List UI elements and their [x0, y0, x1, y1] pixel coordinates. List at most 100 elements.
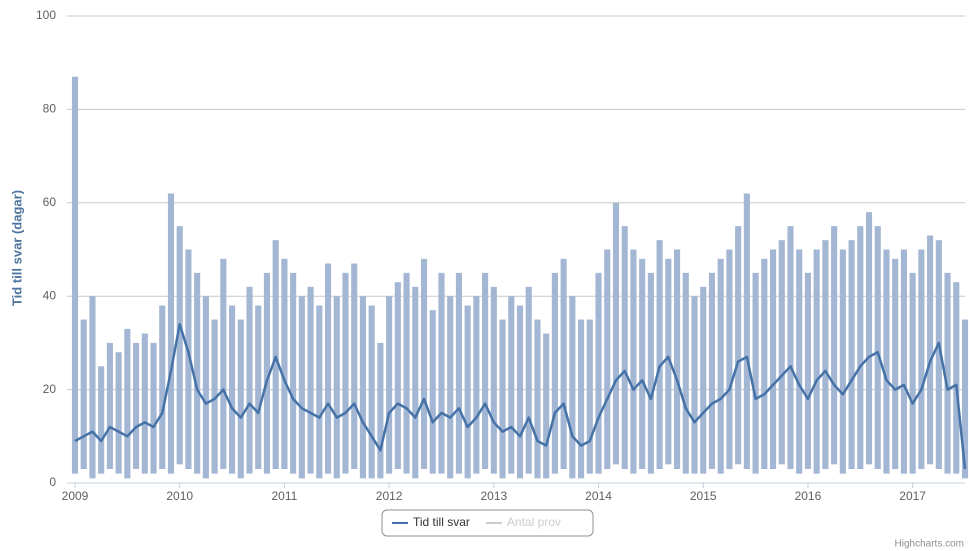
range-bar — [455, 272, 462, 474]
range-bar — [220, 258, 227, 469]
range-bar — [377, 342, 384, 479]
range-bar — [892, 258, 899, 469]
range-bar — [743, 193, 750, 469]
series-line — [74, 322, 967, 470]
range-bar — [865, 212, 873, 465]
range-bar — [735, 226, 742, 465]
range-bar — [551, 272, 558, 474]
legend-label: Antal prov — [507, 515, 561, 529]
range-bar — [333, 296, 340, 479]
range-bar — [761, 258, 768, 469]
range-bar — [124, 328, 131, 479]
range-bar — [141, 333, 148, 474]
y-axis-title: Tid till svar (dagar) — [9, 190, 24, 306]
range-bar — [80, 319, 87, 469]
range-bar — [290, 272, 297, 474]
x-tick-label: 2013 — [480, 489, 507, 503]
range-bar — [604, 249, 611, 469]
x-tick-label: 2011 — [272, 489, 298, 503]
legend-label: Tid till svar — [413, 515, 470, 529]
range-bar — [787, 226, 794, 469]
y-tick-label: 80 — [43, 102, 57, 116]
range-bar — [394, 282, 401, 469]
range-bar — [447, 296, 454, 479]
range-bar — [944, 272, 951, 474]
x-tick-label: 2017 — [899, 489, 926, 503]
range-bar — [691, 296, 698, 474]
range-bar — [89, 296, 96, 479]
range-bar — [246, 286, 253, 474]
range-bar — [874, 226, 881, 469]
range-bar — [272, 240, 279, 469]
legend-item[interactable]: Tid till svar — [392, 515, 470, 529]
range-bar — [159, 305, 166, 469]
range-bar — [857, 226, 864, 469]
range-bar — [359, 296, 366, 479]
range-bar — [525, 286, 532, 474]
y-tick-label: 40 — [43, 288, 57, 302]
range-bar — [490, 286, 497, 474]
range-bar — [368, 305, 375, 479]
range-bar — [237, 319, 244, 479]
x-tick-label: 2016 — [795, 489, 822, 503]
range-bar — [769, 249, 777, 469]
range-bar — [98, 366, 105, 474]
range-bar — [726, 249, 733, 469]
range-bar — [543, 333, 550, 479]
range-bar — [386, 296, 393, 474]
range-bar — [106, 342, 113, 469]
range-bar — [813, 249, 820, 474]
range-bar — [927, 235, 934, 465]
range-bar — [578, 319, 585, 479]
legend-item[interactable]: Antal prov — [485, 515, 561, 529]
y-tick-label: 20 — [43, 382, 57, 396]
range-bar — [342, 272, 349, 474]
range-bar — [700, 286, 707, 474]
range-bar — [778, 240, 785, 465]
range-bar — [961, 319, 969, 479]
credits[interactable]: Highcharts.com — [895, 539, 964, 550]
range-bar — [848, 240, 855, 469]
range-bar — [822, 240, 829, 469]
range-bar — [464, 305, 471, 479]
range-bar — [953, 282, 960, 474]
range-bar — [595, 272, 602, 474]
range-bar — [708, 272, 716, 469]
range-bar — [211, 319, 218, 474]
range-bar — [796, 249, 803, 474]
range-bar — [429, 310, 436, 474]
range-bar — [115, 352, 122, 474]
range-bar — [752, 272, 759, 474]
range-bar — [508, 296, 515, 474]
range-bar — [516, 305, 524, 479]
range-bar — [665, 258, 672, 465]
range-bar — [647, 272, 654, 474]
range-bar — [569, 296, 576, 479]
range-bar — [900, 249, 907, 474]
range-bar — [621, 226, 628, 469]
y-tick-label: 0 — [49, 475, 56, 489]
range-bar — [935, 240, 942, 469]
range-bar — [674, 249, 681, 469]
range-bar — [307, 286, 314, 474]
range-bar — [839, 249, 846, 474]
range-bar — [639, 258, 646, 469]
range-bar — [656, 240, 663, 469]
range-bar — [255, 305, 262, 469]
x-tick-label: 2010 — [166, 489, 193, 503]
range-bar — [298, 296, 305, 479]
x-tick-label: 2012 — [376, 489, 403, 503]
range-bar — [316, 305, 323, 479]
range-bar — [150, 342, 157, 474]
range-bar — [176, 226, 183, 465]
range-bar — [473, 296, 480, 474]
range-bar — [167, 193, 175, 474]
range-bar — [351, 263, 358, 469]
range-bar — [918, 249, 925, 469]
range-bar — [534, 319, 541, 479]
range-bar — [630, 249, 637, 474]
x-tick-label: 2015 — [690, 489, 717, 503]
range-bar — [499, 319, 506, 479]
range-bar — [804, 272, 811, 469]
